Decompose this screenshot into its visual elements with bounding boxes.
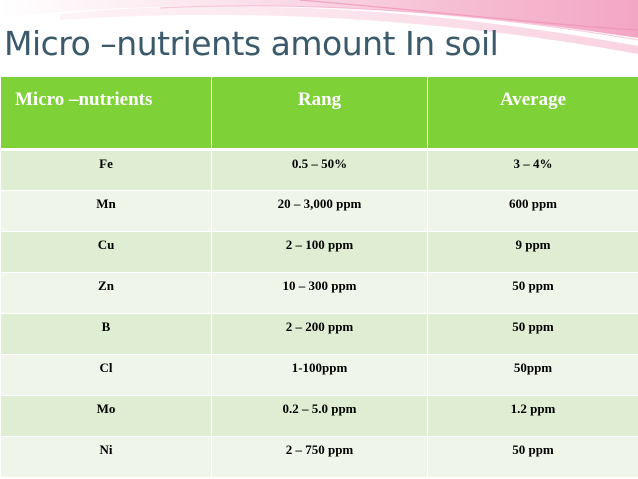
average-cell: 9 ppm bbox=[427, 230, 638, 272]
range-cell: 1-100ppm bbox=[211, 353, 428, 395]
header-range: Rang bbox=[211, 77, 428, 151]
range-cell: 0.5 – 50% bbox=[211, 148, 428, 190]
average-cell: 600 ppm bbox=[427, 189, 638, 231]
nutrient-cell: Cu bbox=[0, 230, 212, 272]
nutrient-cell: Fe bbox=[0, 148, 212, 190]
nutrient-cell: Ni bbox=[0, 435, 212, 477]
slide-title: Micro –nutrients amount In soil bbox=[4, 24, 499, 63]
average-cell: 50 ppm bbox=[427, 312, 638, 354]
nutrient-cell: Mn bbox=[0, 189, 212, 231]
average-cell: 1.2 ppm bbox=[427, 394, 638, 436]
table-header-row: Micro –nutrients Rang Average bbox=[0, 77, 638, 151]
range-cell: 2 – 200 ppm bbox=[211, 312, 428, 354]
range-cell: 2 – 100 ppm bbox=[211, 230, 428, 272]
table-row: Zn 10 – 300 ppm 50 ppm bbox=[0, 271, 638, 313]
average-cell: 50 ppm bbox=[427, 435, 638, 477]
table-row: Cu 2 – 100 ppm 9 ppm bbox=[0, 230, 638, 272]
table-row: B 2 – 200 ppm 50 ppm bbox=[0, 312, 638, 354]
average-cell: 3 – 4% bbox=[427, 148, 638, 190]
range-cell: 2 – 750 ppm bbox=[211, 435, 428, 477]
range-cell: 20 – 3,000 ppm bbox=[211, 189, 428, 231]
range-cell: 10 – 300 ppm bbox=[211, 271, 428, 313]
table-row: Mo 0.2 – 5.0 ppm 1.2 ppm bbox=[0, 394, 638, 436]
nutrient-cell: Zn bbox=[0, 271, 212, 313]
table-row: Mn 20 – 3,000 ppm 600 ppm bbox=[0, 189, 638, 231]
nutrient-cell: Mo bbox=[0, 394, 212, 436]
table-row: Cl 1-100ppm 50ppm bbox=[0, 353, 638, 395]
average-cell: 50ppm bbox=[427, 353, 638, 395]
nutrient-cell: B bbox=[0, 312, 212, 354]
range-cell: 0.2 – 5.0 ppm bbox=[211, 394, 428, 436]
average-cell: 50 ppm bbox=[427, 271, 638, 313]
micronutrients-table: Micro –nutrients Rang Average Fe 0.5 – 5… bbox=[0, 77, 638, 477]
header-decoration bbox=[0, 0, 638, 55]
table-row: Fe 0.5 – 50% 3 – 4% bbox=[0, 148, 638, 190]
nutrient-cell: Cl bbox=[0, 353, 212, 395]
table-row: Ni 2 – 750 ppm 50 ppm bbox=[0, 435, 638, 477]
header-micronutrients: Micro –nutrients bbox=[0, 77, 212, 151]
header-average: Average bbox=[427, 77, 638, 151]
